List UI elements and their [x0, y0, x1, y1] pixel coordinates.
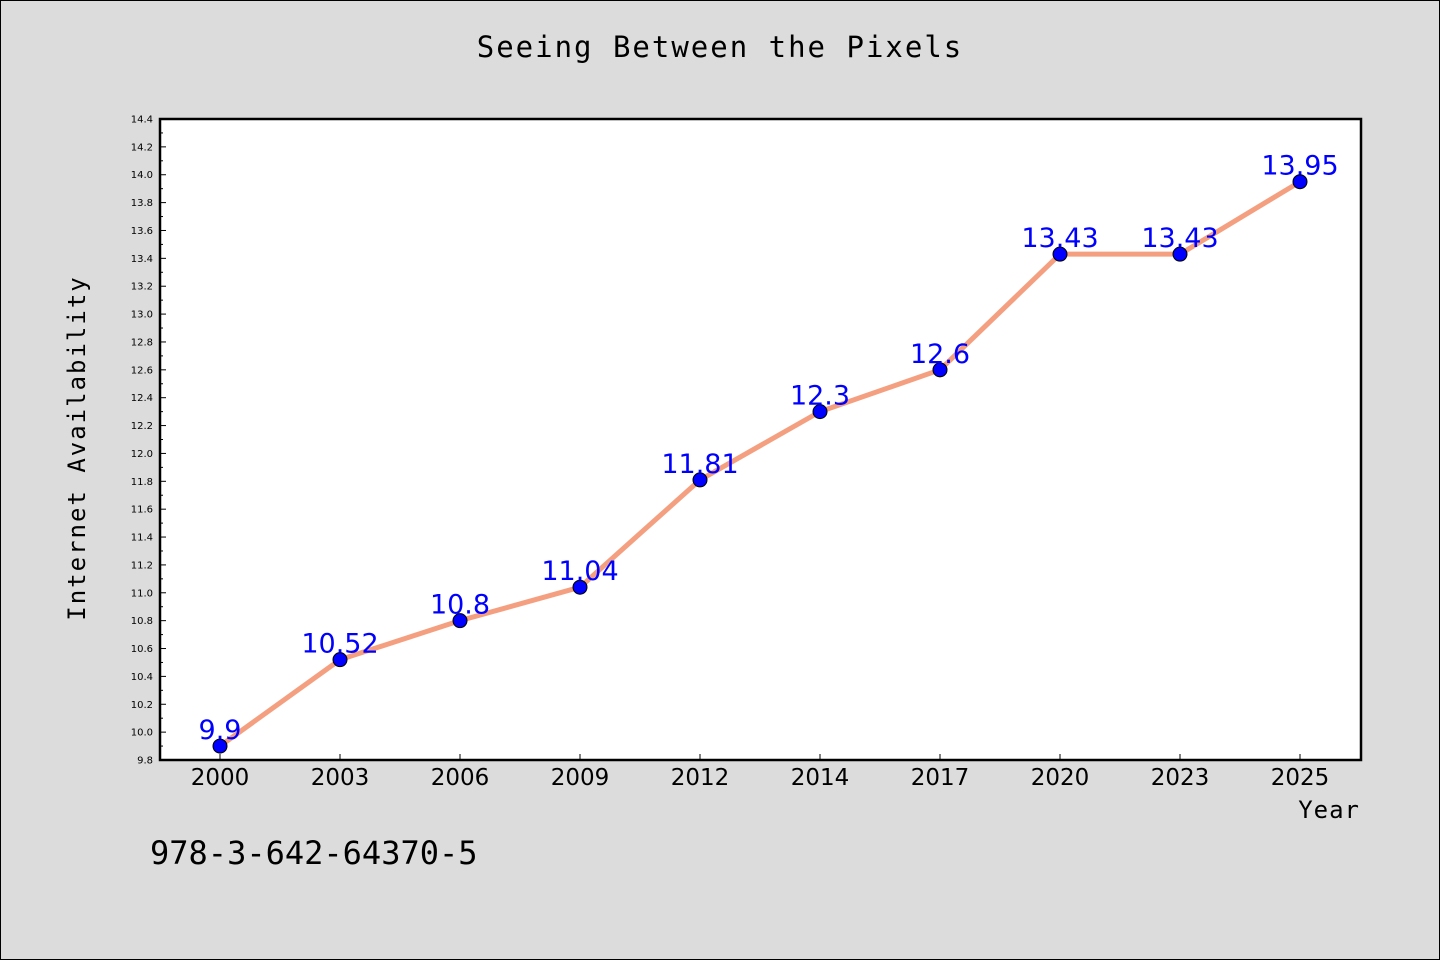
y-tick-label: 11.4	[131, 533, 153, 544]
x-tick-label: 2017	[911, 765, 970, 791]
x-tick-label: 2020	[1031, 765, 1090, 791]
x-tick-label: 2012	[671, 765, 730, 791]
y-tick-label: 11.0	[131, 588, 153, 599]
y-tick-label: 11.6	[131, 505, 153, 516]
data-point	[812, 404, 828, 420]
y-tick-label: 10.8	[131, 616, 153, 627]
y-tick-label: 13.6	[131, 226, 153, 237]
y-tick-label: 10.6	[131, 644, 153, 655]
x-tick-label: 2014	[791, 765, 850, 791]
series-line	[217, 179, 1303, 749]
data-label: 9.9	[199, 715, 242, 746]
data-point	[932, 362, 948, 378]
y-tick-label: 13.2	[131, 282, 153, 293]
y-tick-label: 12.4	[131, 393, 153, 404]
isbn-code: 978-3-642-64370-5	[150, 834, 478, 872]
data-label: 10.52	[301, 629, 378, 660]
y-tick-label: 13.4	[131, 254, 153, 265]
y-tick-label: 10.0	[131, 728, 153, 739]
data-label: 11.81	[661, 449, 738, 480]
y-tick-label: 12.8	[131, 337, 153, 348]
chart-title: Seeing Between the Pixels	[476, 30, 964, 64]
x-axis-label: Year	[1298, 796, 1360, 824]
data-label: 12.3	[790, 381, 850, 412]
y-tick-label: 11.2	[131, 560, 153, 571]
data-label: 11.04	[541, 556, 618, 587]
x-tick-label: 2000	[191, 765, 250, 791]
y-tick-label: 10.2	[131, 700, 153, 711]
y-tick-label: 14.0	[131, 170, 153, 181]
data-point	[332, 652, 348, 668]
y-tick-label: 13.8	[131, 198, 153, 209]
data-label: 13.95	[1261, 151, 1338, 182]
y-tick-label: 12.2	[131, 421, 153, 432]
y-tick-label: 14.2	[131, 142, 153, 153]
data-label: 10.8	[430, 590, 490, 621]
y-tick-label: 11.8	[131, 477, 153, 488]
x-tick-label: 2006	[431, 765, 490, 791]
y-tick-label: 14.4	[131, 115, 153, 126]
data-label: 13.43	[1141, 223, 1218, 254]
data-label: 13.43	[1021, 223, 1098, 254]
y-tick-label: 12.6	[131, 365, 153, 376]
data-point	[212, 738, 228, 754]
x-tick-label: 2023	[1151, 765, 1210, 791]
y-tick-label: 9.8	[137, 756, 153, 767]
data-point	[692, 472, 708, 488]
y-tick-label: 10.4	[131, 672, 153, 683]
data-point	[452, 613, 468, 629]
data-point	[1292, 174, 1308, 190]
y-tick-label: 13.0	[131, 310, 153, 321]
x-tick-label: 2025	[1271, 765, 1330, 791]
data-point	[1172, 246, 1188, 262]
x-tick-label: 2009	[551, 765, 610, 791]
data-point	[572, 579, 588, 595]
data-point	[1052, 246, 1068, 262]
y-tick-label: 12.0	[131, 449, 153, 460]
data-label: 12.6	[910, 339, 970, 370]
x-tick-label: 2003	[311, 765, 370, 791]
